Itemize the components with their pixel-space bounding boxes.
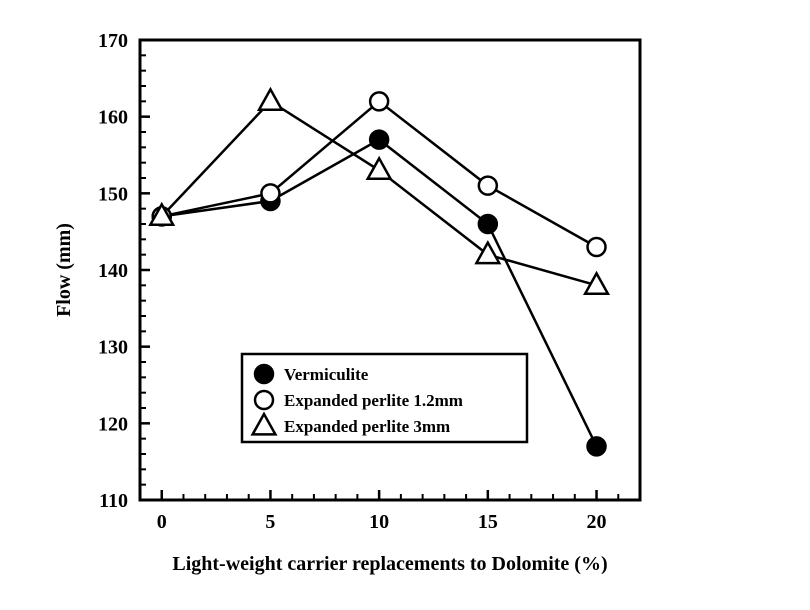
x-axis-label: Light-weight carrier replacements to Dol… xyxy=(172,553,607,575)
legend-label: Expanded perlite 1.2mm xyxy=(284,391,463,410)
series-marker xyxy=(261,184,279,202)
x-tick-label: 5 xyxy=(265,511,275,533)
chart-container: 0 5 10 15 20 110 120 130 140 150 160 170 Light-weigh… xyxy=(0,0,810,610)
series-marker xyxy=(370,92,388,110)
chart-svg: 0 5 10 15 20 110 120 130 140 150 160 170 Light-weigh… xyxy=(0,0,810,610)
y-axis-label: Flow (mm) xyxy=(53,223,75,317)
series-line xyxy=(162,101,597,285)
y-tick-label: 160 xyxy=(98,107,128,129)
x-tick-label: 15 xyxy=(478,511,498,533)
y-tick-label: 170 xyxy=(98,30,128,52)
series-marker xyxy=(370,131,388,149)
y-tick-label: 110 xyxy=(99,490,128,512)
series-marker xyxy=(255,365,273,383)
series-marker xyxy=(479,177,497,195)
series-marker xyxy=(259,89,282,109)
series-marker xyxy=(588,437,606,455)
x-tick-label: 20 xyxy=(587,511,607,533)
x-tick-label: 0 xyxy=(157,511,167,533)
x-tick-label: 10 xyxy=(369,511,389,533)
series-marker xyxy=(476,243,499,263)
series-marker xyxy=(255,391,273,409)
legend-label: Vermiculite xyxy=(284,365,369,384)
y-tick-label: 130 xyxy=(98,337,128,359)
series-marker xyxy=(479,215,497,233)
legend-label: Expanded perlite 3mm xyxy=(284,417,450,436)
y-tick-label: 120 xyxy=(98,413,128,435)
series-marker xyxy=(368,158,391,178)
y-tick-label: 150 xyxy=(98,183,128,205)
y-tick-label: 140 xyxy=(98,260,128,282)
series-marker xyxy=(588,238,606,256)
